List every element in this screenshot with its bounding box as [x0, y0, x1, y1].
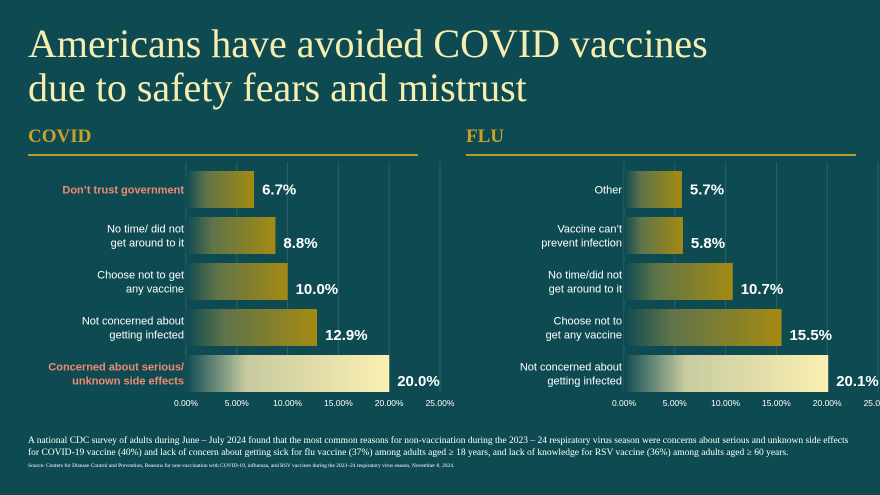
flu-value-label: 5.8%: [691, 235, 725, 252]
covid-section-title: COVID: [28, 126, 92, 147]
survey-caption: A national CDC survey of adults during J…: [28, 436, 849, 458]
covid-x-tick-label: 0.00%: [174, 398, 199, 408]
flu-bar: [624, 263, 733, 300]
covid-bar: [186, 217, 276, 254]
flu-category-label: No time/did not get around to it: [548, 270, 622, 296]
flu-x-tick-label: 10.00%: [711, 398, 740, 408]
flu-section-title: FLU: [466, 126, 504, 147]
covid-section-rule: [28, 154, 418, 156]
flu-value-label: 10.7%: [741, 281, 784, 298]
flu-x-tick-label: 5.00%: [663, 398, 688, 408]
covid-x-tick-label: 5.00%: [225, 398, 250, 408]
flu-value-label: 20.1%: [836, 373, 879, 390]
covid-bar-chart: 0.00% 5.00% 10.00% 15.00% 20.00% 25.00% Don’t …: [48, 162, 455, 408]
covid-bar: [186, 309, 318, 346]
covid-bar: [186, 355, 390, 392]
flu-x-tick-label: 15.00%: [762, 398, 791, 408]
covid-value-label: 10.0%: [296, 281, 339, 298]
flu-value-label: 5.7%: [690, 182, 724, 199]
covid-bar: [186, 263, 288, 300]
covid-category-label: Not concerned about getting infected: [82, 316, 184, 342]
covid-x-tick-label: 10.00%: [273, 398, 302, 408]
covid-value-label: 20.0%: [397, 373, 440, 390]
covid-value-label: 12.9%: [325, 327, 368, 344]
covid-value-label: 6.7%: [262, 182, 296, 199]
flu-bar-chart: 0.00% 5.00% 10.00% 15.00% 20.00% 25.00% Other 5…: [520, 162, 880, 408]
covid-category-label: Choose not to get any vaccine: [97, 270, 184, 296]
title-line-1: Americans have avoided COVID vaccines: [28, 21, 708, 66]
title-line-2: due to safety fears and mistrust: [28, 65, 527, 110]
flu-bar: [624, 309, 782, 346]
flu-bar: [624, 217, 683, 254]
flu-x-tick-label: 20.00%: [813, 398, 842, 408]
covid-value-label: 8.8%: [283, 235, 317, 252]
covid-x-tick-label: 15.00%: [324, 398, 353, 408]
covid-category-label: No time/ did not get around to it: [107, 224, 184, 250]
flu-category-label: Choose not to get any vaccine: [546, 316, 622, 342]
flu-value-label: 15.5%: [789, 327, 832, 344]
covid-category-label: Concerned about serious/unknown side eff…: [48, 362, 184, 388]
flu-x-tick-label: 25.00%: [864, 398, 880, 408]
covid-bar: [186, 171, 255, 208]
covid-category-label: Don’t trust government: [62, 185, 184, 197]
slide-title: Americans have avoided COVID vaccines du…: [28, 22, 848, 110]
source-note: Source: Centers for Disease Control and …: [28, 463, 455, 469]
flu-category-label: Vaccine can’t prevent infection: [541, 224, 622, 250]
covid-x-tick-label: 25.00%: [426, 398, 455, 408]
flu-x-tick-label: 0.00%: [612, 398, 637, 408]
flu-bar: [624, 355, 829, 392]
flu-section-rule: [466, 154, 856, 156]
covid-x-tick-label: 20.00%: [375, 398, 404, 408]
flu-category-label: Other: [594, 185, 622, 197]
flu-bar: [624, 171, 682, 208]
flu-category-label: Not concerned about getting infected: [520, 362, 622, 388]
